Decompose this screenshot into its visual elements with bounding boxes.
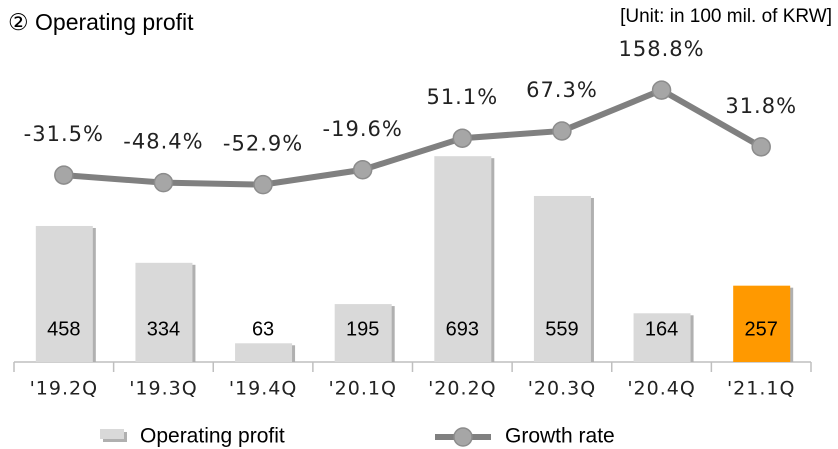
growth-label: -48.4% <box>123 130 203 154</box>
x-tick-label: '20.2Q <box>428 378 496 400</box>
bar-label: 559 <box>545 318 578 340</box>
line-marker <box>54 165 74 185</box>
line-marker <box>552 121 572 141</box>
bar <box>235 343 293 362</box>
line <box>63 86 763 188</box>
bar <box>135 262 193 362</box>
line-marker <box>751 137 771 157</box>
growth-label: -52.9% <box>223 132 303 156</box>
x-tick-label: '19.3Q <box>129 378 197 400</box>
x-tick-label: '20.4Q <box>627 378 695 400</box>
bar-label: 63 <box>252 318 274 340</box>
line-marker <box>153 172 174 193</box>
legend-label: Growth rate <box>505 425 615 448</box>
x-tick-label: '20.1Q <box>328 378 396 400</box>
legend-label: Operating profit <box>140 425 285 448</box>
bar-label: 458 <box>47 318 80 340</box>
legend-swatch <box>100 429 124 439</box>
x-tick-label: '20.3Q <box>528 378 596 400</box>
growth-label: 51.1% <box>426 85 498 109</box>
legend-swatch <box>453 427 473 447</box>
bar <box>633 313 691 362</box>
x-tick-label: '19.4Q <box>229 378 297 400</box>
growth-label: 67.3% <box>526 78 598 102</box>
line-marker <box>253 174 273 195</box>
line-marker <box>651 80 672 100</box>
bar-label: 693 <box>446 318 479 340</box>
growth-label: -19.6% <box>323 117 403 141</box>
bar-label: 257 <box>745 318 778 340</box>
growth-label: 158.8% <box>619 37 705 61</box>
x-tick-label: '21.1Q <box>727 378 795 400</box>
bar-label: 195 <box>346 318 379 340</box>
chart-title: ② Operating profit <box>8 9 194 35</box>
unit-note: [Unit: in 100 mil. of KRW] <box>620 6 832 27</box>
bar <box>35 225 93 362</box>
bar <box>733 285 791 362</box>
line-marker <box>352 160 373 180</box>
line-marker <box>452 128 473 148</box>
bar-label: 164 <box>645 318 678 340</box>
bar <box>334 304 392 362</box>
bar <box>533 195 591 362</box>
x-tick-label: '19.2Q <box>30 378 98 400</box>
bar-label: 334 <box>147 318 180 340</box>
bar <box>434 156 492 362</box>
growth-label: 31.8% <box>725 94 797 118</box>
growth-label: -31.5% <box>24 122 104 146</box>
